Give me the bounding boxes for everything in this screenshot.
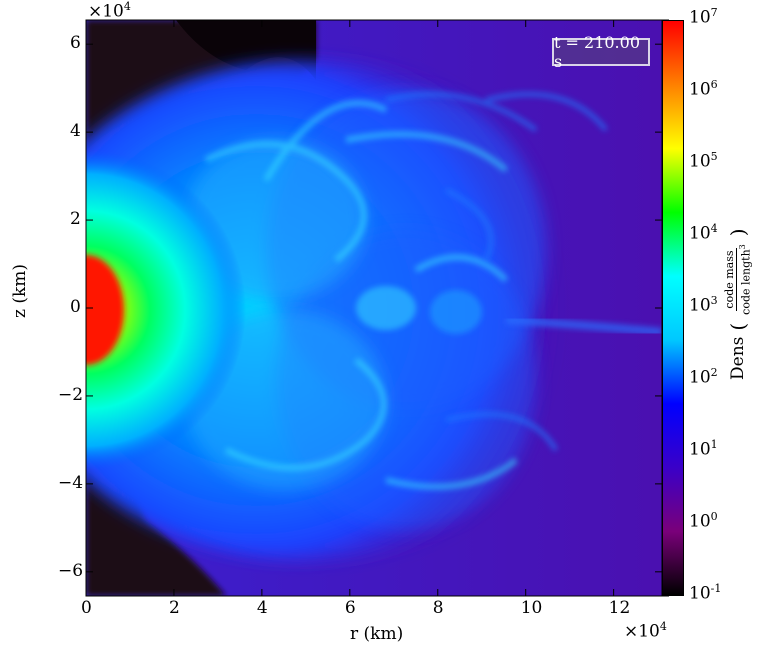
colorbar-tick-label: 101 xyxy=(689,438,718,460)
colorbar-tick-label: 10-1 xyxy=(689,582,722,604)
colorbar-tick-label: 106 xyxy=(689,78,718,100)
y-tick-label: −6 xyxy=(58,560,84,581)
x-axis-label: r (km) xyxy=(350,624,404,644)
x-tick-label: 8 xyxy=(432,598,444,618)
colorbar-tick-label: 107 xyxy=(689,6,718,28)
time-label: t = 210.00 s xyxy=(554,33,640,71)
density-field-svg xyxy=(86,20,662,596)
y-tick-label: −2 xyxy=(58,384,84,405)
y-tick-label: 6 xyxy=(70,33,81,54)
colorbar-tick-label: 100 xyxy=(689,510,718,532)
colorbar-tick-label: 102 xyxy=(689,366,718,388)
x-tick-label: 10 xyxy=(520,598,543,618)
density-field-image xyxy=(86,20,662,596)
time-label-box: t = 210.00 s xyxy=(552,33,650,71)
x-axis-multiplier: ×104 xyxy=(624,620,667,642)
y-tick-label: 4 xyxy=(70,121,81,142)
y-tick-label: 2 xyxy=(70,209,81,230)
colorbar-tick-label: 103 xyxy=(689,294,718,316)
y-axis-multiplier: ×104 xyxy=(88,0,131,22)
y-tick-label: −4 xyxy=(58,472,84,493)
y-tick-label: 0 xyxy=(70,297,81,317)
colorbar xyxy=(662,20,684,596)
x-tick-label: 2 xyxy=(168,598,180,618)
colorbar-tick-label: 104 xyxy=(689,222,718,244)
colorbar-tick-label: 105 xyxy=(689,150,718,172)
y-axis-label: z (km) xyxy=(10,263,30,318)
x-tick-label: 4 xyxy=(256,598,268,618)
colorbar-label: Dens ( code mass code length3 ) xyxy=(723,228,753,380)
x-tick-label: 0 xyxy=(81,598,92,618)
x-tick-label: 6 xyxy=(344,598,356,618)
x-tick-label: 12 xyxy=(608,598,631,618)
